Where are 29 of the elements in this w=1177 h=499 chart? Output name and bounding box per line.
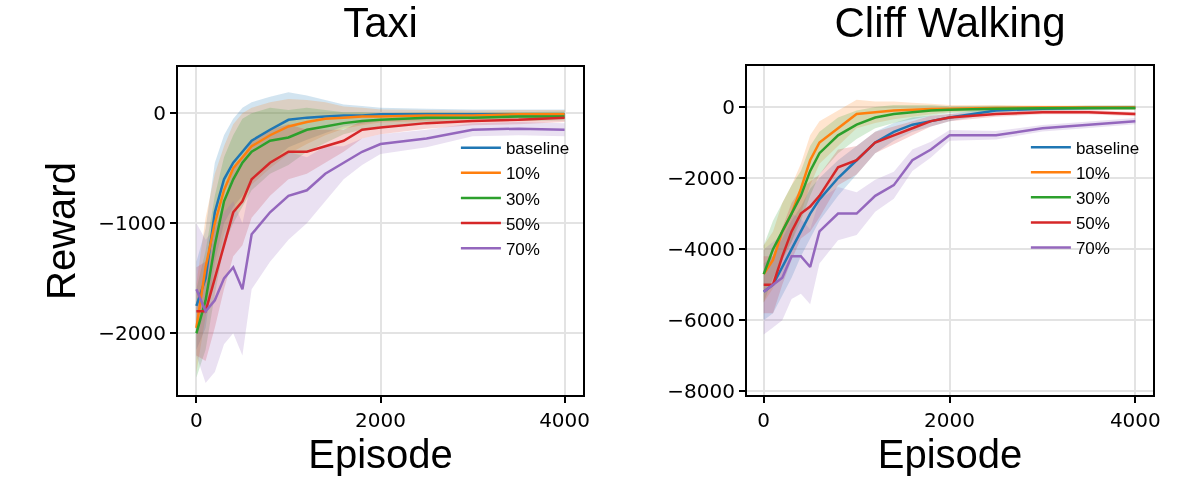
y-tick-label: −4000 xyxy=(667,237,735,262)
y-tick-label: −2000 xyxy=(98,321,166,346)
x-axis-title: Episode xyxy=(308,432,453,476)
legend-label: baseline xyxy=(1075,138,1140,158)
x-tick-label: 0 xyxy=(757,408,771,432)
y-axis-title: Reward xyxy=(39,162,84,300)
y-tick-label: 0 xyxy=(153,101,166,126)
legend-label: 10% xyxy=(505,164,540,184)
legend-label: 10% xyxy=(1075,163,1110,183)
y-tick-label: −2000 xyxy=(667,166,735,191)
x-tick-label: 4000 xyxy=(539,408,591,432)
legend-label: 30% xyxy=(1075,188,1110,208)
y-tick-label: 0 xyxy=(722,94,735,119)
x-tick-label: 4000 xyxy=(1109,408,1161,432)
y-tick-label: −6000 xyxy=(667,308,735,333)
x-tick-label: 0 xyxy=(190,408,203,432)
legend-label: 50% xyxy=(505,214,540,234)
y-tick-label: −8000 xyxy=(667,379,735,404)
x-tick-label: 2000 xyxy=(924,408,975,432)
legend-label: 30% xyxy=(505,189,540,209)
legend-label: 70% xyxy=(505,239,540,259)
y-tick-label: −1000 xyxy=(98,211,166,236)
legend-label: baseline xyxy=(505,139,570,159)
chart-title: Cliff Walking xyxy=(834,0,1066,46)
x-tick-label: 2000 xyxy=(355,408,406,432)
x-axis-title: Episode xyxy=(877,432,1023,476)
legend-label: 50% xyxy=(1075,214,1110,234)
chart-title: Taxi xyxy=(343,0,418,46)
legend-label: 70% xyxy=(1075,239,1110,259)
